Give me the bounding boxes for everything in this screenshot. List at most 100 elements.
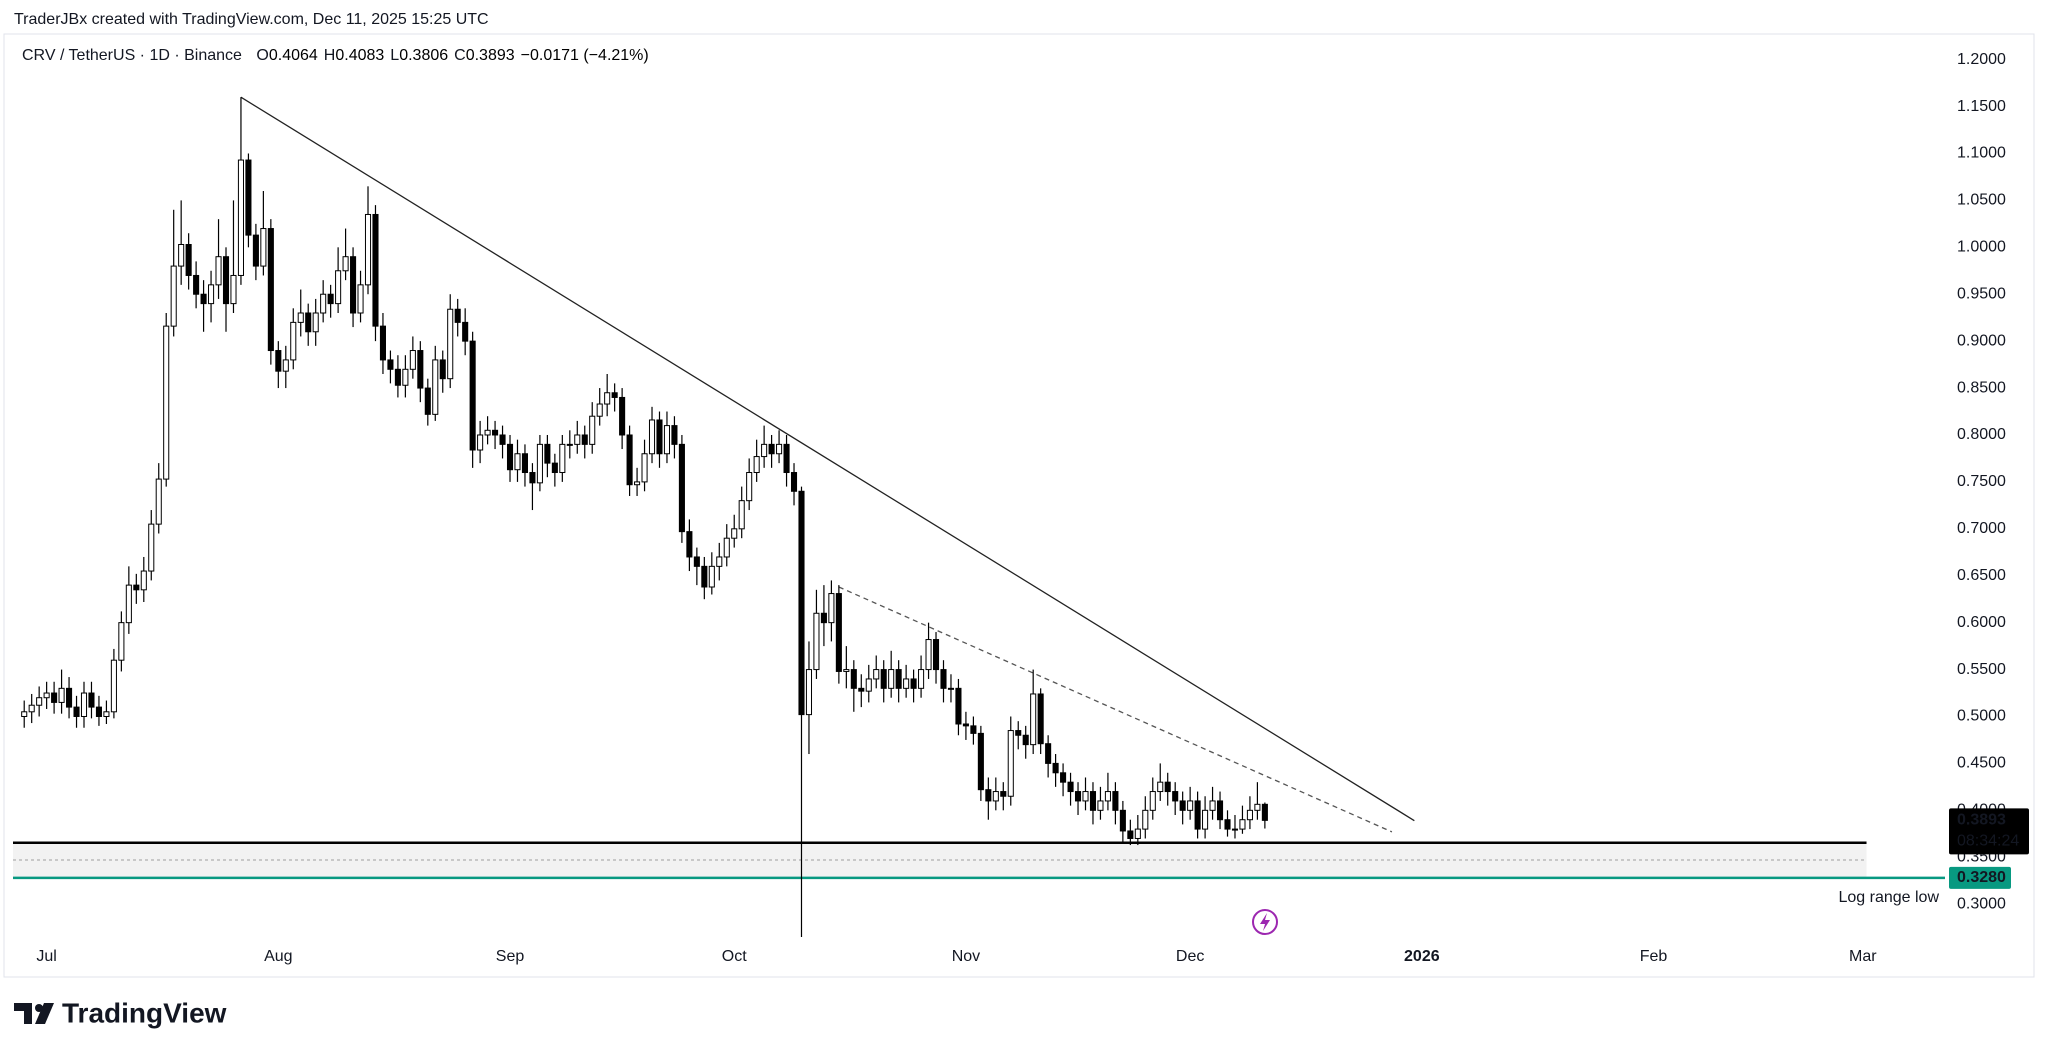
candle-body	[297, 312, 304, 323]
candle-body	[245, 159, 252, 236]
candle-body	[447, 308, 454, 380]
candle-body	[267, 228, 274, 352]
x-tick-label: 2026	[1404, 948, 1440, 965]
candle-body	[133, 584, 140, 591]
candle-body	[260, 228, 267, 267]
candle-body	[1112, 791, 1119, 811]
candle-body	[678, 443, 685, 533]
candle-body	[828, 593, 835, 624]
candle-body	[843, 669, 850, 672]
countdown: 08:34:24	[1957, 833, 2019, 850]
candle-body	[125, 584, 132, 624]
candle-body	[731, 528, 738, 539]
change: −0.0171 (−4.21%)	[521, 47, 649, 64]
candle-body	[1216, 800, 1224, 821]
candle-body	[551, 462, 558, 474]
candle-body	[1164, 781, 1171, 793]
candle-body	[1104, 791, 1111, 802]
candle-body	[80, 692, 88, 717]
ohlc-value: 0.4083	[335, 47, 384, 64]
candle-body	[477, 434, 484, 451]
candle-body	[641, 453, 648, 483]
candle-body	[559, 443, 566, 474]
x-tick-label: Aug	[264, 948, 292, 965]
x-tick-label: Oct	[722, 948, 747, 965]
last-price: 0.3893	[1957, 812, 2006, 829]
candle-body	[1239, 819, 1246, 830]
candle-body	[903, 678, 910, 689]
candle-body	[432, 359, 439, 415]
y-tick-label: 0.8000	[1957, 426, 2006, 443]
candle-body	[753, 456, 760, 474]
candle-body	[170, 265, 177, 327]
candle-body	[514, 453, 521, 471]
candle-body	[813, 612, 820, 671]
candle-body	[51, 692, 58, 703]
candle-body	[439, 359, 446, 380]
symbol-header: CRV / TetherUS · 1D · Binance O0.4064 H0.…	[22, 47, 649, 64]
candle-body	[290, 321, 297, 361]
candle-body	[1134, 828, 1141, 839]
candle-body	[178, 243, 185, 267]
y-tick-label: 1.1000	[1957, 145, 2006, 162]
candle-body	[686, 531, 693, 558]
candle-body	[918, 669, 925, 689]
candle-body	[574, 434, 581, 445]
candle-body	[738, 500, 745, 530]
candle-body	[932, 639, 940, 671]
candle-body	[566, 443, 573, 446]
candle-body	[1000, 791, 1007, 797]
candle-body	[379, 325, 386, 361]
candle-body	[761, 443, 768, 458]
y-tick-label: 0.6500	[1957, 567, 2006, 584]
candle-body	[1142, 809, 1149, 830]
candle-body	[21, 711, 28, 717]
y-tick-label: 0.9000	[1957, 332, 2006, 349]
candle-body	[701, 565, 708, 588]
candle-body	[282, 359, 289, 372]
candle-body	[648, 419, 656, 455]
candle-body	[499, 434, 506, 445]
symbol: CRV / TetherUS · 1D · Binance	[22, 47, 242, 64]
range-low-label: 0.3280	[1957, 869, 2006, 886]
candle-body	[73, 706, 80, 717]
candle-body	[611, 392, 618, 398]
candle-body	[1052, 762, 1059, 774]
candle-body	[708, 565, 715, 588]
y-tick-label: 0.4500	[1957, 755, 2006, 772]
candle-body	[66, 687, 73, 708]
candle-body	[88, 692, 95, 708]
y-tick-label: 0.8500	[1957, 379, 2006, 396]
candle-body	[1089, 791, 1097, 811]
candle-body	[529, 472, 536, 484]
candle-body	[462, 321, 469, 342]
candle-body	[790, 472, 798, 492]
y-tick-label: 0.6000	[1957, 614, 2006, 631]
candle-body	[58, 687, 65, 703]
candle-body	[634, 481, 641, 486]
candle-body	[955, 687, 962, 725]
candle-body	[1202, 809, 1209, 830]
candle-body	[364, 213, 372, 286]
y-tick-label: 1.0500	[1957, 192, 2006, 209]
candle-body	[873, 669, 880, 680]
candle-body	[1127, 830, 1134, 839]
candle-body	[357, 284, 364, 314]
candle-body	[350, 256, 357, 314]
x-tick-label: Dec	[1176, 948, 1204, 965]
candle-body	[1209, 800, 1216, 811]
y-tick-label: 0.5000	[1957, 708, 2006, 725]
candle-body	[454, 308, 461, 323]
range-low-box	[1949, 866, 2011, 889]
candle-body	[521, 453, 529, 474]
brand-logo: TradingView	[14, 997, 227, 1028]
candle-body	[1082, 791, 1089, 802]
candle-body	[1246, 809, 1253, 821]
candle-body	[148, 523, 155, 572]
last-price-box	[1949, 808, 2029, 855]
candle-body	[850, 669, 857, 689]
candle-body	[977, 732, 984, 791]
candle-body	[28, 704, 35, 713]
logo-shape	[14, 1003, 32, 1024]
